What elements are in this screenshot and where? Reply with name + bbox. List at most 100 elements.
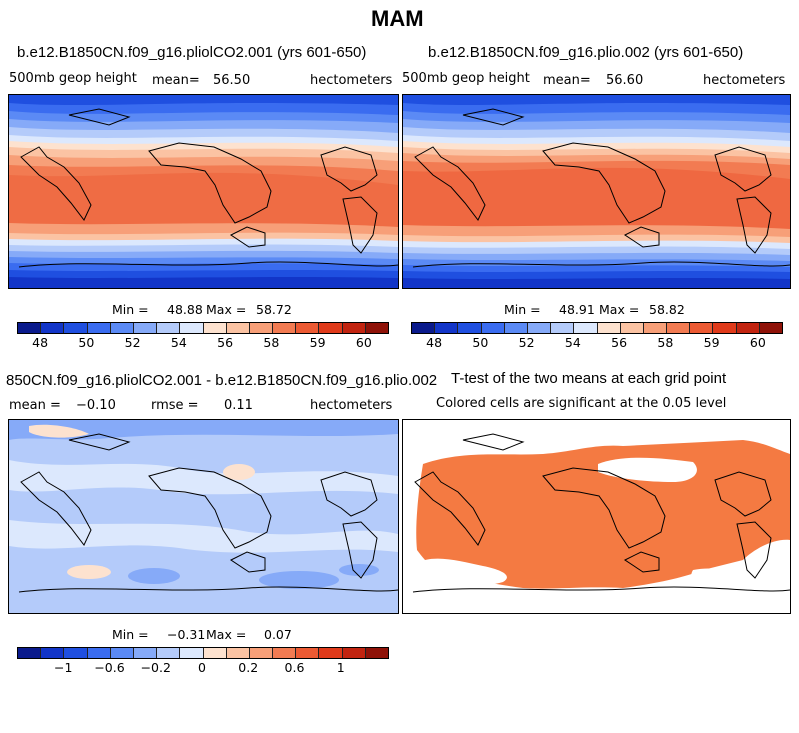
colorbar-swatch (527, 323, 552, 333)
colorbar-tick-label: 0 (198, 660, 206, 675)
units-top-right: hectometers (703, 73, 786, 88)
colorbar-tick-label: −0.6 (94, 660, 125, 675)
mean-label-top-left: mean= (152, 73, 200, 88)
colorbar-tick-label: 54 (170, 335, 187, 350)
colorbar-tick-label: 1 (336, 660, 345, 675)
colorbar-top-left (17, 322, 389, 334)
mean-value-top-left: 56.50 (213, 73, 251, 88)
panel-title-top-right: b.e12.B1850CN.f09_g16.plio.002 (yrs 601-… (428, 44, 744, 61)
colorbar-swatch (342, 648, 366, 658)
colorbar-swatch (203, 648, 227, 658)
colorbar-swatch (226, 648, 250, 658)
panel-title-top-left: b.e12.B1850CN.f09_g16.pliolCO2.001 (yrs … (17, 44, 367, 61)
min-label-top-right: Min = (504, 302, 541, 317)
colorbar-tick-label: 54 (564, 335, 581, 350)
max-value-bottom-left: 0.07 (264, 627, 292, 642)
min-label-top-left: Min = (112, 302, 149, 317)
colorbar-swatch (574, 323, 598, 333)
panel-title-bottom-right: T-test of the two means at each grid poi… (451, 370, 727, 387)
colorbar-tick-label: 48 (426, 335, 443, 350)
colorbar-tick-label: 58 (263, 335, 280, 350)
colorbar-swatch (87, 323, 111, 333)
colorbar-swatch (273, 323, 297, 333)
colorbar-tick-label: 48 (32, 335, 49, 350)
units-bottom-left: hectometers (310, 398, 393, 413)
min-value-top-right: 48.91 (559, 302, 595, 317)
colorbar-tick-label: 59 (309, 335, 326, 350)
colorbar-swatch (620, 323, 644, 333)
min-value-bottom-left: −0.31 (167, 627, 206, 642)
max-value-top-right: 58.82 (649, 302, 685, 317)
mean-value-bottom-left: −0.10 (76, 398, 116, 413)
variable-label-top-left: 500mb geop height (9, 71, 137, 86)
colorbar-swatch (157, 323, 181, 333)
colorbar-swatch (296, 323, 320, 333)
panel-title-bottom-left: 850CN.f09_g16.pliolCO2.001 - b.e12.B1850… (6, 372, 438, 389)
colorbar-swatch (759, 323, 782, 333)
variable-label-top-right: 500mb geop height (402, 71, 530, 86)
panel-subtitle-bottom-right: Colored cells are significant at the 0.0… (436, 396, 727, 411)
units-top-left: hectometers (310, 73, 393, 88)
colorbar-swatch (249, 323, 274, 333)
colorbar-swatch (110, 323, 134, 333)
colorbar-swatch (365, 323, 388, 333)
mean-label-top-right: mean= (543, 73, 591, 88)
colorbar-tick-label: 56 (611, 335, 628, 350)
max-label-top-left: Max = (206, 302, 247, 317)
map-panel-bottom-right (402, 419, 791, 614)
colorbar-swatch (133, 648, 158, 658)
colorbar-swatch (133, 323, 158, 333)
max-value-top-left: 58.72 (256, 302, 292, 317)
colorbar-bottom-left (17, 647, 389, 659)
colorbar-tick-label: −0.2 (140, 660, 171, 675)
colorbar-swatch (157, 648, 181, 658)
colorbar-swatch (87, 648, 111, 658)
colorbar-swatch (504, 323, 528, 333)
colorbar-swatch (643, 323, 668, 333)
map-panel-top-right (402, 94, 791, 289)
colorbar-swatch (41, 323, 65, 333)
colorbar-tick-label: 50 (78, 335, 95, 350)
colorbar-swatch (18, 323, 42, 333)
colorbar-tick-label: 50 (472, 335, 489, 350)
rmse-value-bottom-left: 0.11 (224, 398, 253, 413)
map-panel-bottom-left (8, 419, 399, 614)
colorbar-tick-label: 60 (749, 335, 766, 350)
colorbar-tick-label: 0.2 (238, 660, 259, 675)
colorbar-swatch (64, 648, 88, 658)
colorbar-tick-label: 0.6 (284, 660, 305, 675)
colorbar-swatch (296, 648, 320, 658)
colorbar-swatch (365, 648, 388, 658)
colorbar-swatch (435, 323, 459, 333)
colorbar-swatch (180, 323, 204, 333)
colorbar-swatch (273, 648, 297, 658)
colorbar-swatch (249, 648, 274, 658)
colorbar-tick-label: 58 (657, 335, 674, 350)
colorbar-tick-label: −1 (54, 660, 73, 675)
max-label-bottom-left: Max = (206, 627, 247, 642)
colorbar-tick-label: 52 (124, 335, 141, 350)
colorbar-swatch (412, 323, 436, 333)
colorbar-swatch (551, 323, 575, 333)
colorbar-swatch (110, 648, 134, 658)
colorbar-swatch (64, 323, 88, 333)
colorbar-tick-label: 60 (355, 335, 372, 350)
colorbar-top-right (411, 322, 783, 334)
colorbar-swatch (203, 323, 227, 333)
colorbar-swatch (18, 648, 42, 658)
colorbar-swatch (458, 323, 482, 333)
colorbar-tick-label: 59 (703, 335, 720, 350)
colorbar-swatch (319, 648, 343, 658)
figure-title: MAM (371, 6, 424, 31)
colorbar-swatch (690, 323, 714, 333)
colorbar-tick-label: 52 (518, 335, 535, 350)
colorbar-tick-label: 56 (217, 335, 234, 350)
colorbar-swatch (226, 323, 250, 333)
colorbar-swatch (736, 323, 760, 333)
colorbar-swatch (41, 648, 65, 658)
map-panel-top-left (8, 94, 399, 289)
rmse-label-bottom-left: rmse = (151, 398, 199, 413)
min-value-top-left: 48.88 (167, 302, 203, 317)
colorbar-swatch (481, 323, 505, 333)
colorbar-swatch (713, 323, 737, 333)
